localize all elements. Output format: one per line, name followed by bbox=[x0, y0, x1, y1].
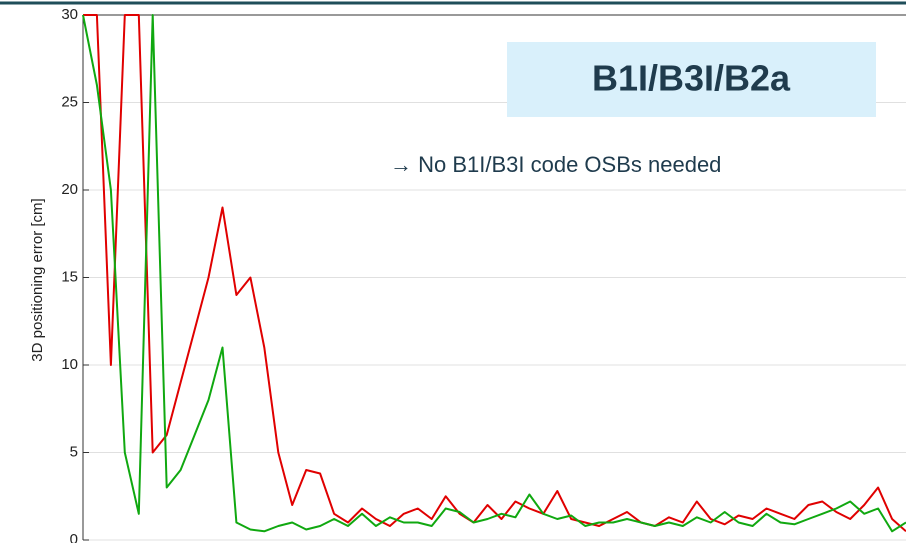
annotation: → No B1I/B3I code OSBs needed bbox=[390, 152, 721, 177]
data-line bbox=[82, 14, 906, 533]
y-tick-label: 0 bbox=[70, 531, 78, 543]
y-tick-label: 10 bbox=[61, 356, 78, 373]
y-tick-label: 15 bbox=[61, 268, 78, 285]
plot-area: 0 5 10 15 20 25 30 bbox=[61, 6, 906, 543]
y-tick-label: 5 bbox=[70, 443, 78, 460]
data-line bbox=[83, 14, 906, 533]
annotation-box bbox=[507, 42, 876, 117]
y-axis-label: 3D positioning error [cm] bbox=[29, 198, 46, 361]
y-tick-label: 20 bbox=[61, 181, 78, 198]
y-tick-label: 25 bbox=[61, 93, 78, 110]
y-tick-label: 30 bbox=[61, 6, 78, 23]
annotation-box-text: B1I/B3I/B2a bbox=[592, 58, 791, 99]
